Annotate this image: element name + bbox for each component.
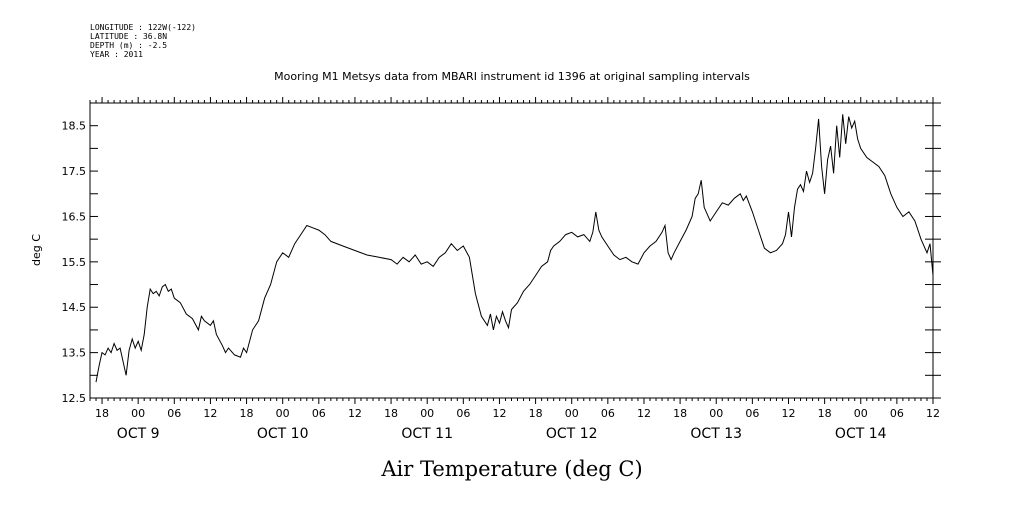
chart-title: Mooring M1 Metsys data from MBARI instru…: [274, 70, 750, 83]
x-day-label: OCT 14: [835, 426, 887, 442]
x-hour-label: 06: [167, 407, 181, 420]
x-hour-label: 18: [673, 407, 687, 420]
x-day-label: OCT 12: [546, 426, 598, 442]
y-tick-label: 17.5: [62, 165, 87, 178]
y-tick-label: 14.5: [62, 301, 87, 314]
depth-text: DEPTH (m) : -2.5: [90, 41, 167, 50]
y-axis-label: deg C: [30, 234, 43, 266]
x-hour-label: 06: [312, 407, 326, 420]
x-day-label: OCT 11: [401, 426, 453, 442]
x-hour-label: 00: [709, 407, 723, 420]
x-hour-label: 12: [492, 407, 506, 420]
x-hour-label: 00: [131, 407, 145, 420]
x-hour-label: 00: [276, 407, 290, 420]
y-tick-label: 15.5: [62, 256, 87, 269]
x-hour-label: 12: [781, 407, 795, 420]
x-hour-label: 00: [420, 407, 434, 420]
x-day-label: OCT 13: [690, 426, 742, 442]
x-hour-label: 18: [95, 407, 109, 420]
x-hour-label: 12: [926, 407, 940, 420]
y-tick-label: 13.5: [62, 347, 87, 360]
y-axis-ticks: 12.5 13.5 14.5 15.5 16.5 17.5 18.5: [62, 102, 941, 405]
x-hour-label: 12: [348, 407, 362, 420]
x-axis-title: Air Temperature (deg C): [380, 457, 642, 481]
series-line: [95, 114, 934, 383]
frame-ticks: [89, 97, 934, 404]
x-hour-label: 18: [529, 407, 543, 420]
x-hour-label: 06: [890, 407, 904, 420]
x-hour-label: 12: [637, 407, 651, 420]
x-hour-label: 06: [745, 407, 759, 420]
latitude-text: LATITUDE : 36.8N: [90, 32, 167, 41]
y-tick-label: 18.5: [62, 120, 87, 133]
x-hour-label: 06: [456, 407, 470, 420]
x-axis-ticks: 18 00 06 12 18 00 06 12 18 00 06 12 18 00 06 12 18 00 06 12…: [95, 407, 940, 442]
y-tick-label: 12.5: [62, 392, 87, 405]
longitude-text: LONGITUDE : 122W(-122): [90, 23, 196, 32]
x-day-label: OCT 10: [257, 426, 309, 442]
x-hour-label: 00: [854, 407, 868, 420]
x-hour-label: 06: [601, 407, 615, 420]
year-text: YEAR : 2011: [90, 50, 143, 59]
y-tick-label: 16.5: [62, 210, 87, 223]
x-hour-label: 18: [384, 407, 398, 420]
plot-frame: [89, 102, 934, 399]
x-day-label: OCT 9: [117, 426, 160, 442]
x-hour-label: 12: [203, 407, 217, 420]
x-hour-label: 00: [565, 407, 579, 420]
x-hour-label: 18: [818, 407, 832, 420]
x-hour-label: 18: [240, 407, 254, 420]
